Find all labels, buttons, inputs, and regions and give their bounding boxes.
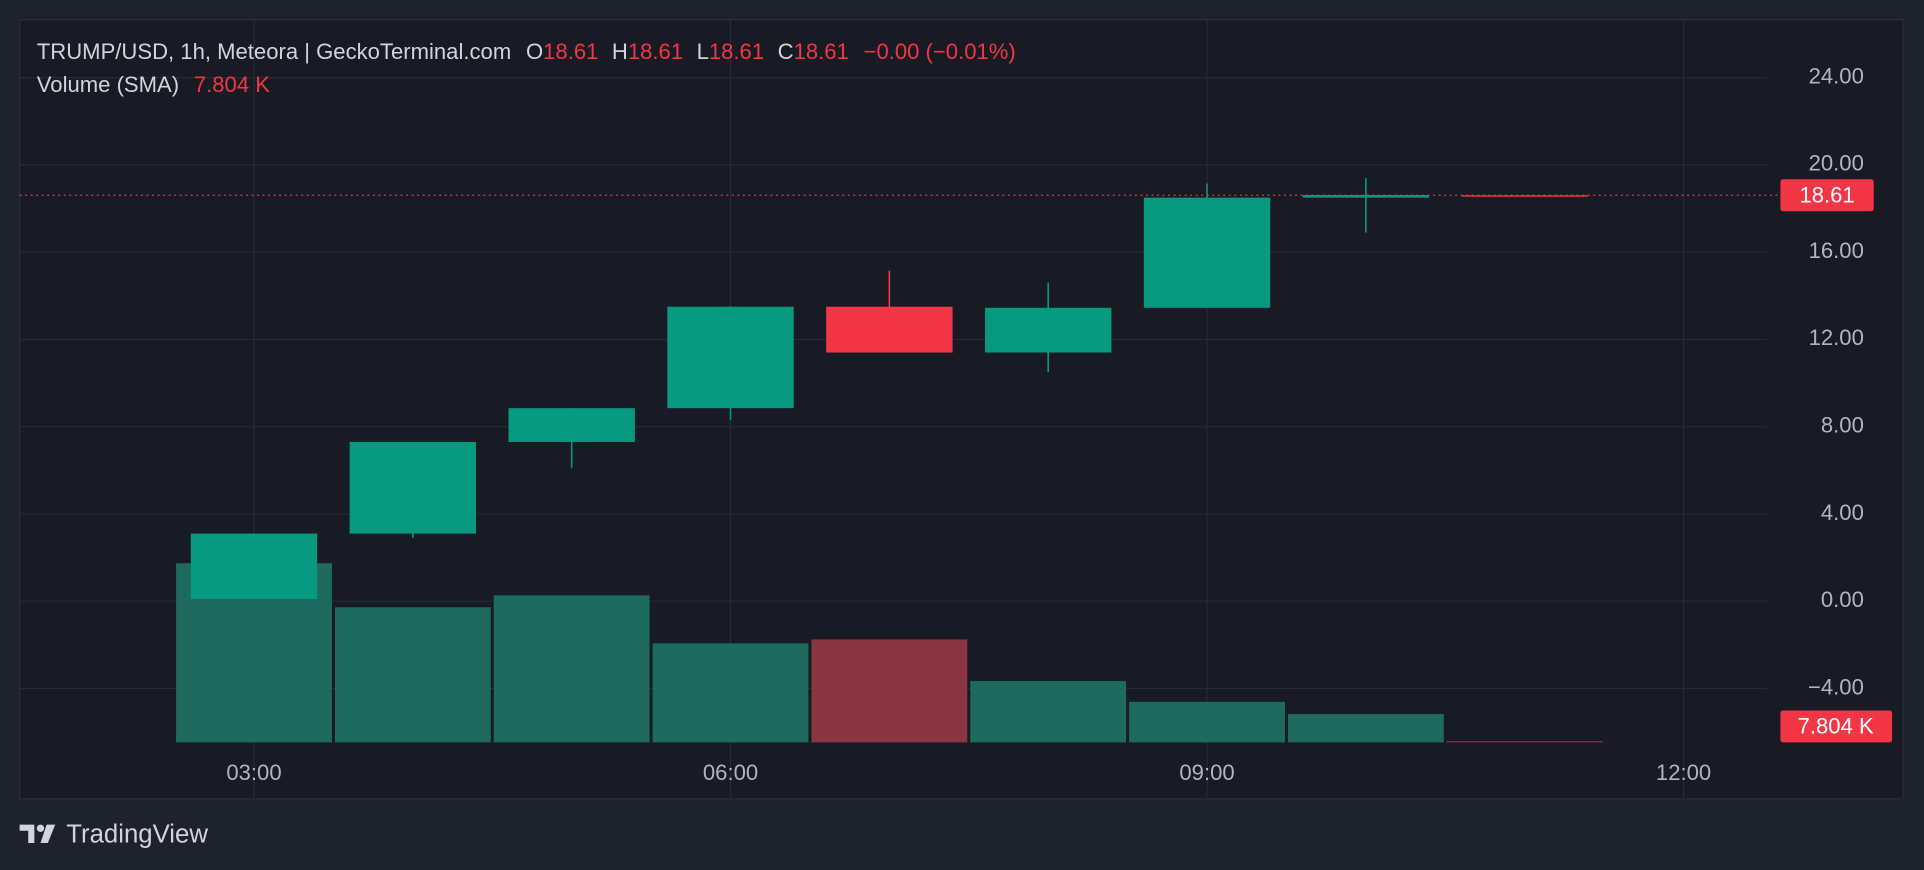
y-tick-label: 24.00 [1809,63,1864,88]
volume-bar [1129,701,1285,743]
y-tick-label: 8.00 [1821,413,1864,438]
last-price-label: 18.61 [1799,182,1854,207]
volume-value: 7.804 K [194,72,270,97]
legend-line: TRUMP/USD, 1h, Meteora | GeckoTerminal.c… [37,39,1016,64]
legend-value: 18.61 [709,39,764,64]
y-tick-label: 20.00 [1809,151,1864,176]
candle-body [349,441,477,534]
x-tick-label: 12:00 [1656,760,1711,785]
legend-letter: O [526,39,543,64]
candle-body [1302,195,1430,198]
brand-name: TradingView [66,820,208,848]
volume-bar [1446,741,1603,743]
legend-letter: L [697,39,709,64]
candle-body [1143,197,1271,308]
y-tick-label: 0.00 [1821,587,1864,612]
legend-title: TRUMP/USD, 1h, Meteora | GeckoTerminal.c… [37,39,511,64]
x-tick-label: 09:00 [1179,760,1234,785]
volume-tag-label: 7.804 K [1798,713,1874,738]
last-price-tag [1780,179,1874,212]
legend-letter: H [612,39,628,64]
candle-body [985,307,1112,353]
x-tick-label: 06:00 [703,760,758,785]
y-tick-label: 16.00 [1809,238,1864,263]
legend: TRUMP/USD, 1h, Meteora | GeckoTerminal.c… [37,39,1016,97]
volume-bar [493,595,650,743]
legend-change: −0.00 (−0.01%) [864,39,1016,64]
volume-title: Volume (SMA) [37,72,179,97]
legend-value: 18.61 [794,39,849,64]
volume-bar [334,607,491,743]
candle-body [667,306,794,409]
candle-body [508,408,635,442]
y-tick-label: −4.00 [1808,674,1864,699]
price-axis: −4.00 0.00 4.00 8.00 12.00 16.00 20.00 24.00 03:… [19,63,1893,785]
y-tick-label: 12.00 [1809,325,1864,350]
volume-bar [970,681,1127,743]
volume-bar [1287,714,1444,743]
volume-bar [811,639,968,743]
candle-body [1461,195,1588,197]
legend-line: Volume (SMA) 7.804 K [37,72,270,97]
legend-letter: C [778,39,794,64]
brand-logo [19,824,56,843]
legend-value: 18.61 [543,39,598,64]
x-tick-label: 03:00 [226,760,281,785]
legend-value: 18.61 [628,39,683,64]
volume-bar [652,643,809,743]
candle-layer [190,178,1588,600]
volume-tag [1780,710,1893,743]
candle-body [190,533,318,600]
candle-body [826,306,953,353]
y-tick-label: 4.00 [1821,500,1864,525]
grid [19,19,1767,799]
volume-layer [176,563,1603,743]
